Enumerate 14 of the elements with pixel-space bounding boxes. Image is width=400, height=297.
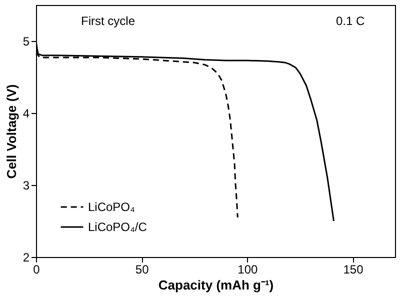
x-tick-label: 100 <box>238 262 258 276</box>
legend-label: LiCoPO₄/C <box>88 220 148 234</box>
y-tick-label: 4 <box>22 106 30 120</box>
y-tick-label: 2 <box>22 250 30 264</box>
x-tick-label: 50 <box>135 262 150 276</box>
y-axis-title: Cell Voltage (V) <box>4 84 19 179</box>
y-tick-label: 5 <box>22 34 30 48</box>
annotation: 0.1 C <box>336 14 366 28</box>
y-tick-label: 3 <box>22 178 30 192</box>
legend-label: LiCoPO₄ <box>88 200 136 214</box>
x-axis-title: Capacity (mAh g⁻¹) <box>158 278 274 292</box>
x-tick-label: 0 <box>33 262 40 276</box>
annotation: First cycle <box>81 14 136 28</box>
x-tick-label: 150 <box>343 262 364 276</box>
